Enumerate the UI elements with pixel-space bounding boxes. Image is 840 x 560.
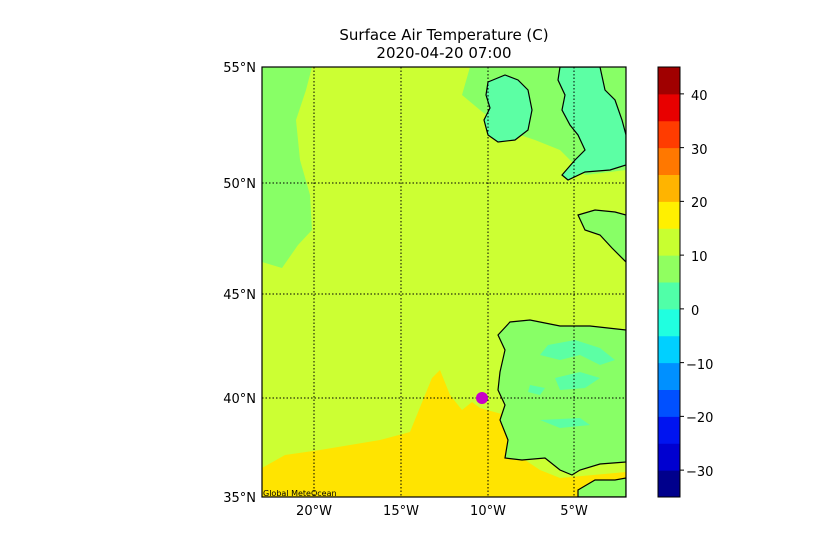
lon-label-20w: 20°W [296, 504, 332, 519]
colorbar-segment [658, 201, 680, 229]
colorbar-segment [658, 174, 680, 202]
map-frame [261, 66, 627, 498]
colorbar-segment [658, 282, 680, 310]
iberia-cool-area-4 [540, 418, 590, 428]
lon-label-10w: 10°W [470, 504, 506, 519]
lon-label-15w: 15°W [383, 504, 419, 519]
colorbar [658, 67, 684, 498]
colorbar-label-minus20: −20 [686, 411, 713, 426]
map-timestamp: 2020-04-20 07:00 [376, 44, 512, 62]
location-marker[interactable] [476, 392, 488, 404]
lat-label-35: 35°N [223, 491, 256, 506]
colorbar-label-minus10: −10 [686, 358, 713, 373]
colorbar-segment [658, 389, 680, 417]
colorbar-segment [658, 335, 680, 364]
colorbar-segment [658, 416, 680, 444]
britain-land [557, 67, 626, 181]
colorbar-segment [658, 120, 680, 149]
colorbar-segment [658, 470, 680, 498]
iberia-cool-area-3 [528, 385, 545, 395]
lat-label-55: 55°N [223, 61, 256, 76]
colorbar-segment [658, 443, 680, 471]
africa-land [577, 477, 626, 497]
lat-label-50: 50°N [223, 177, 256, 192]
colorbar-label-40: 40 [691, 89, 708, 104]
ireland-land [483, 74, 533, 143]
credit-text: Global MeteOcean [263, 489, 337, 498]
colorbar-label-10: 10 [691, 250, 708, 265]
map-field [262, 67, 626, 497]
colorbar-segment [658, 228, 680, 256]
colorbar-label-minus30: −30 [686, 465, 713, 480]
colorbar-segment [658, 255, 680, 283]
iberia-cool-area-2 [555, 372, 600, 390]
gridlines [262, 67, 626, 497]
map-title: Surface Air Temperature (C) [339, 26, 549, 44]
colorbar-label-30: 30 [691, 143, 708, 158]
colorbar-labels: 40 30 20 10 0 −10 −20 −30 [686, 89, 713, 480]
colorbar-label-20: 20 [691, 196, 708, 211]
cool-water-region [262, 67, 312, 268]
colorbar-segment [658, 362, 680, 391]
colorbar-segment [658, 147, 680, 176]
lat-labels: 55°N 50°N 45°N 40°N 35°N [223, 61, 256, 506]
colorbar-frame [657, 66, 681, 498]
lon-label-5w: 5°W [560, 504, 588, 519]
france-land [577, 209, 626, 263]
colorbar-segment [658, 67, 680, 95]
warm-region-south [262, 370, 626, 497]
iberia-cool-area [540, 340, 615, 365]
colorbar-segment [658, 93, 680, 122]
lat-label-45: 45°N [223, 288, 256, 303]
lat-label-40: 40°N [223, 392, 256, 407]
colorbar-label-0: 0 [691, 304, 699, 319]
colorbar-segment [658, 308, 680, 337]
lon-labels: 20°W 15°W 10°W 5°W [296, 504, 588, 519]
